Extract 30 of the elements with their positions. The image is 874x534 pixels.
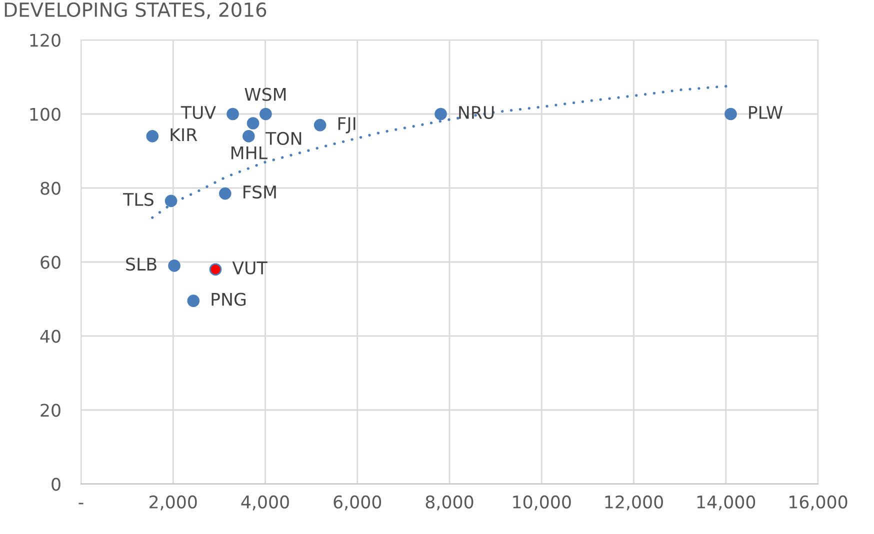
annotation: NRU (459, 106, 494, 120)
y-tick-label: 120 (30, 34, 60, 47)
annotation: FJI (338, 117, 356, 134)
x-tick-label: - (78, 502, 84, 504)
annotation: FSM (244, 185, 276, 199)
x-tick-label: 16,000 (790, 495, 848, 510)
y-tick-label: 60 (40, 256, 60, 269)
x-tick-label: 10,000 (513, 495, 571, 510)
annotation: MHL (232, 146, 268, 160)
y-tick-label: 100 (30, 108, 60, 121)
x-tick-label: 8,000 (426, 495, 474, 510)
annotation: PNG (212, 292, 246, 306)
x-tick-label: 2,000 (150, 495, 197, 510)
x-tick-label: 14,000 (697, 495, 756, 510)
annotation: SLB (126, 258, 156, 271)
annotation: TON (265, 132, 302, 146)
annotation: PLW (749, 106, 783, 119)
y-tick-label: 40 (40, 330, 60, 343)
y-tick-label: 20 (40, 404, 60, 417)
annotation: KIR (170, 128, 198, 141)
annotation: WSM (244, 88, 286, 101)
annotation: TUV (180, 106, 216, 120)
annotation: TLS (123, 192, 154, 206)
annotation: VUT (232, 262, 268, 274)
x-tick-label: 12,000 (605, 495, 663, 510)
x-tick-label: 6,000 (334, 495, 382, 510)
x-tick-label: 4,000 (241, 495, 289, 510)
chart-title: DEVELOPING STATES, 2016 (4, 2, 266, 20)
y-tick-label: 80 (40, 182, 60, 195)
y-tick-label: 0 (52, 478, 60, 491)
